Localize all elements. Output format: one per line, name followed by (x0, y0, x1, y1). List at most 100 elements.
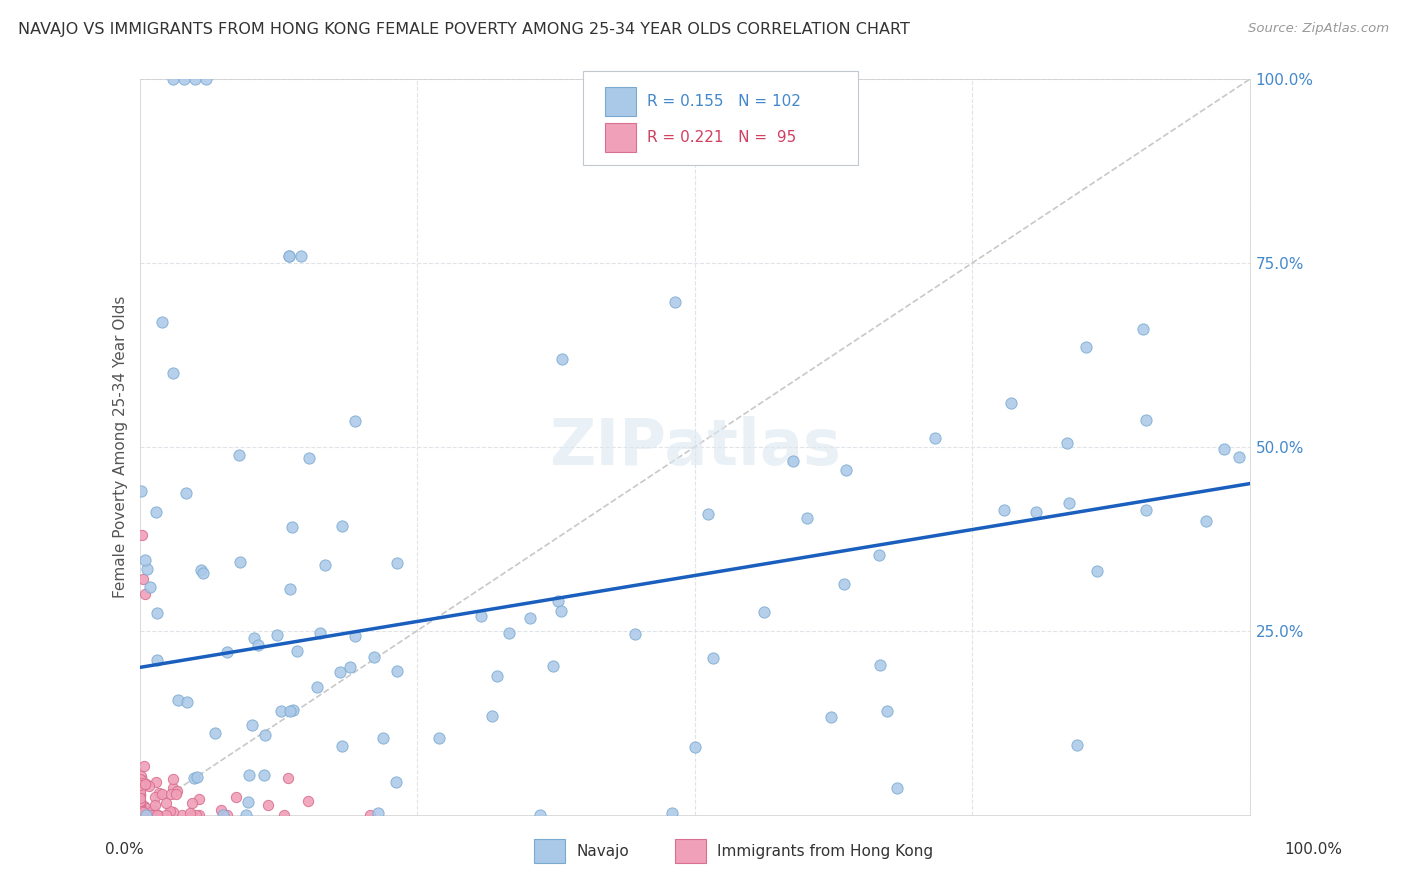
Point (309, 625, 332, 640)
Point (235, 807, 257, 822)
Point (128, 806, 150, 821)
Point (1212, 442, 1234, 456)
Point (139, 807, 162, 822)
Point (129, 483, 152, 498)
Point (253, 728, 276, 742)
Point (155, 807, 177, 822)
Point (132, 572, 155, 586)
Point (290, 248, 312, 262)
Point (172, 807, 194, 822)
Point (257, 798, 280, 813)
Point (128, 799, 150, 814)
Text: Source: ZipAtlas.com: Source: ZipAtlas.com (1249, 22, 1389, 36)
Point (359, 807, 381, 822)
Point (180, 796, 202, 810)
Point (343, 414, 366, 428)
Point (128, 799, 150, 814)
Point (128, 799, 150, 814)
Point (339, 659, 361, 673)
Point (136, 562, 159, 576)
Point (134, 587, 156, 601)
Point (217, 807, 239, 822)
Point (162, 772, 184, 786)
Text: NAVAJO VS IMMIGRANTS FROM HONG KONG FEMALE POVERTY AMONG 25-34 YEAR OLDS CORRELA: NAVAJO VS IMMIGRANTS FROM HONG KONG FEMA… (18, 22, 910, 37)
Point (128, 782, 150, 797)
Point (529, 807, 551, 822)
Point (184, 72, 207, 87)
Point (160, 787, 183, 801)
Point (832, 576, 855, 591)
Point (869, 658, 891, 673)
Point (541, 658, 564, 673)
Point (128, 807, 150, 822)
Text: Navajo: Navajo (576, 844, 630, 859)
Point (131, 773, 153, 788)
Point (385, 664, 408, 678)
Point (128, 779, 150, 793)
Point (129, 807, 152, 822)
Point (174, 485, 197, 500)
Point (344, 629, 367, 643)
Point (752, 605, 775, 619)
Point (278, 248, 301, 262)
Point (624, 627, 647, 641)
Point (129, 807, 152, 822)
Point (134, 553, 156, 567)
Point (129, 803, 152, 817)
Point (1135, 503, 1157, 517)
Point (134, 807, 156, 822)
Point (129, 807, 152, 822)
Point (229, 555, 252, 569)
Point (225, 790, 247, 805)
Point (236, 795, 259, 809)
Point (835, 463, 858, 477)
Point (1227, 450, 1250, 465)
Point (150, 787, 173, 801)
Point (1057, 496, 1080, 510)
Point (129, 772, 152, 786)
Text: ZIPatlas: ZIPatlas (548, 416, 841, 478)
Point (132, 759, 155, 773)
Point (1132, 322, 1154, 336)
Point (240, 718, 263, 732)
Point (195, 72, 218, 87)
Point (143, 790, 166, 805)
Point (139, 807, 162, 822)
Point (485, 669, 508, 683)
Point (148, 786, 170, 800)
Point (228, 448, 250, 462)
Point (243, 631, 266, 645)
Text: 0.0%: 0.0% (105, 842, 145, 856)
Point (183, 771, 205, 785)
Point (187, 807, 209, 822)
Point (145, 807, 167, 822)
Point (128, 807, 150, 822)
Point (136, 807, 159, 822)
Point (332, 739, 354, 754)
Point (204, 726, 226, 740)
Point (1085, 564, 1108, 578)
Point (273, 807, 295, 822)
Point (145, 775, 167, 789)
Point (128, 807, 150, 822)
Point (132, 806, 155, 821)
Point (181, 807, 204, 822)
Point (135, 807, 157, 822)
Point (371, 731, 394, 746)
Point (166, 784, 188, 798)
Point (1194, 514, 1216, 528)
Point (1056, 436, 1078, 450)
Point (266, 628, 288, 642)
Point (188, 791, 211, 805)
Point (176, 695, 198, 709)
Point (247, 638, 270, 652)
Point (135, 777, 157, 791)
Point (128, 787, 150, 801)
Point (683, 739, 706, 754)
Point (146, 606, 169, 620)
Point (186, 807, 208, 822)
Point (167, 693, 190, 707)
Point (129, 788, 152, 802)
Point (162, 366, 184, 380)
Point (128, 778, 150, 792)
